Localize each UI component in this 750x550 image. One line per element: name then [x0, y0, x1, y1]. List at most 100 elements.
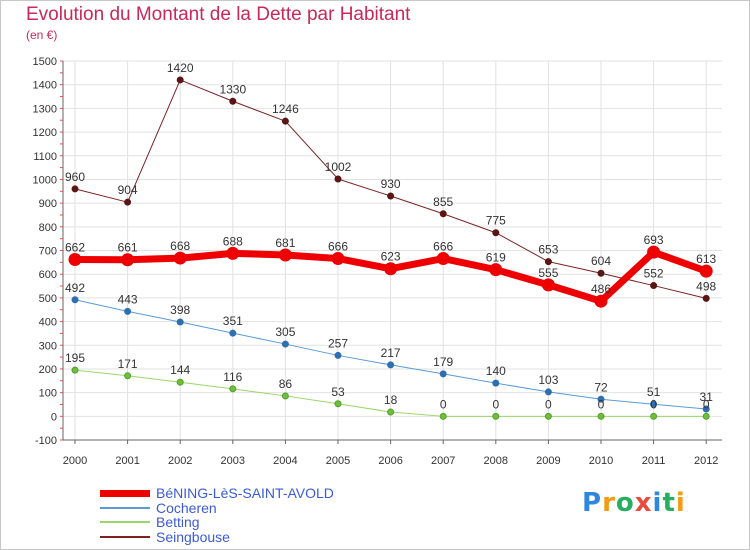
- data-label-seingbouse: 904: [118, 183, 138, 197]
- data-point-cocheren: [544, 388, 552, 396]
- legend-label: Seingbouse: [156, 529, 230, 545]
- data-label-betting: 171: [118, 357, 138, 371]
- legend-item-cocheren: Cocheren: [100, 500, 217, 516]
- chart-title: Evolution du Montant de la Dette par Hab…: [26, 4, 411, 25]
- x-tick-label: 2011: [642, 455, 666, 467]
- data-label-seingbouse: 1246: [272, 102, 299, 116]
- data-label-cocheren: 103: [538, 373, 558, 387]
- data-point-b-ning-l-s-saint-avold: [541, 278, 555, 292]
- data-label-cocheren: 140: [486, 364, 506, 378]
- legend-item-seingbouse: Seingbouse: [100, 529, 230, 545]
- data-label-seingbouse: 855: [433, 195, 453, 209]
- data-label-b-ning-l-s-saint-avold: 662: [65, 241, 85, 255]
- data-point-seingbouse: [71, 185, 79, 193]
- logo-letter: x: [634, 488, 653, 518]
- legend-item-b-ning-l-s-saint-avold: BéNING-LèS-SAINT-AVOLD: [100, 485, 334, 501]
- data-label-seingbouse: 775: [486, 214, 506, 228]
- data-point-betting: [597, 412, 605, 420]
- axes: -100010020030040050060070080090010001100…: [33, 56, 722, 467]
- data-label-b-ning-l-s-saint-avold: 681: [275, 236, 295, 250]
- data-point-betting: [387, 408, 395, 416]
- series-lines: [68, 76, 713, 420]
- data-label-seingbouse: 930: [381, 177, 401, 191]
- data-label-b-ning-l-s-saint-avold: 619: [486, 251, 506, 265]
- data-point-seingbouse: [492, 229, 500, 237]
- data-label-seingbouse: 960: [65, 170, 85, 184]
- data-label-seingbouse: 498: [696, 279, 716, 293]
- data-label-b-ning-l-s-saint-avold: 486: [591, 282, 611, 296]
- data-point-seingbouse: [544, 258, 552, 266]
- data-point-seingbouse: [702, 294, 710, 302]
- data-label-betting: 0: [703, 397, 710, 411]
- y-tick-label: 1000: [33, 174, 57, 186]
- data-point-b-ning-l-s-saint-avold: [436, 252, 450, 266]
- data-label-betting: 0: [492, 397, 499, 411]
- logo-letter: i: [675, 488, 686, 518]
- data-label-seingbouse: 1420: [167, 61, 194, 75]
- legend-swatch: [100, 536, 150, 538]
- data-point-betting: [281, 392, 289, 400]
- data-point-seingbouse: [439, 210, 447, 218]
- data-point-cocheren: [176, 318, 184, 326]
- data-label-betting: 0: [598, 397, 605, 411]
- data-label-b-ning-l-s-saint-avold: 693: [644, 233, 664, 247]
- data-point-betting: [229, 385, 237, 393]
- legend-swatch: [100, 489, 150, 497]
- data-point-cocheren: [334, 351, 342, 359]
- data-point-b-ning-l-s-saint-avold: [489, 263, 503, 277]
- grid-lines: [63, 60, 722, 441]
- data-point-cocheren: [439, 370, 447, 378]
- data-label-b-ning-l-s-saint-avold: 666: [328, 240, 348, 254]
- data-point-b-ning-l-s-saint-avold: [278, 248, 292, 262]
- data-label-b-ning-l-s-saint-avold: 623: [381, 250, 401, 264]
- data-point-cocheren: [597, 395, 605, 403]
- data-label-betting: 86: [279, 377, 293, 391]
- x-tick-label: 2012: [694, 455, 718, 467]
- data-point-cocheren: [71, 296, 79, 304]
- logo-letter: o: [615, 488, 635, 518]
- data-point-betting: [334, 400, 342, 408]
- data-point-seingbouse: [176, 76, 184, 84]
- legend-label: BéNING-LèS-SAINT-AVOLD: [156, 485, 334, 501]
- data-point-b-ning-l-s-saint-avold: [173, 251, 187, 265]
- data-point-seingbouse: [124, 198, 132, 206]
- data-label-cocheren: 398: [170, 303, 190, 317]
- data-point-seingbouse: [334, 175, 342, 183]
- x-tick-label: 2010: [589, 455, 613, 467]
- data-point-betting: [124, 372, 132, 380]
- data-point-betting: [544, 412, 552, 420]
- data-point-cocheren: [124, 307, 132, 315]
- data-label-seingbouse: 1330: [219, 82, 246, 96]
- data-point-b-ning-l-s-saint-avold: [647, 245, 661, 259]
- data-point-seingbouse: [650, 282, 658, 290]
- data-point-b-ning-l-s-saint-avold: [594, 294, 608, 308]
- data-label-betting: 116: [223, 370, 242, 384]
- data-point-seingbouse: [387, 192, 395, 200]
- data-label-cocheren: 217: [381, 346, 401, 360]
- data-point-betting: [439, 412, 447, 420]
- data-label-b-ning-l-s-saint-avold: 661: [118, 241, 138, 255]
- data-label-cocheren: 72: [594, 380, 608, 394]
- data-label-cocheren: 31: [700, 390, 714, 404]
- data-label-b-ning-l-s-saint-avold: 613: [696, 252, 716, 266]
- data-label-betting: 144: [170, 363, 190, 377]
- data-label-b-ning-l-s-saint-avold: 666: [433, 240, 453, 254]
- data-label-b-ning-l-s-saint-avold: 688: [223, 234, 243, 248]
- data-point-b-ning-l-s-saint-avold: [384, 262, 398, 276]
- data-point-seingbouse: [281, 117, 289, 125]
- data-label-cocheren: 305: [275, 325, 295, 339]
- legend-swatch: [100, 521, 150, 523]
- legend-swatch: [100, 507, 150, 509]
- data-label-seingbouse: 1002: [325, 160, 352, 174]
- data-label-betting: 0: [650, 397, 657, 411]
- y-tick-label: 400: [39, 317, 57, 329]
- y-tick-label: 1400: [33, 80, 57, 92]
- x-tick-label: 2009: [536, 455, 560, 467]
- logo-letter: i: [652, 488, 663, 518]
- data-point-cocheren: [229, 329, 237, 337]
- y-tick-label: 1200: [33, 127, 57, 139]
- data-point-seingbouse: [229, 97, 237, 105]
- logo-letter: P: [582, 488, 603, 518]
- data-label-cocheren: 51: [647, 385, 661, 399]
- data-label-seingbouse: 604: [591, 254, 611, 268]
